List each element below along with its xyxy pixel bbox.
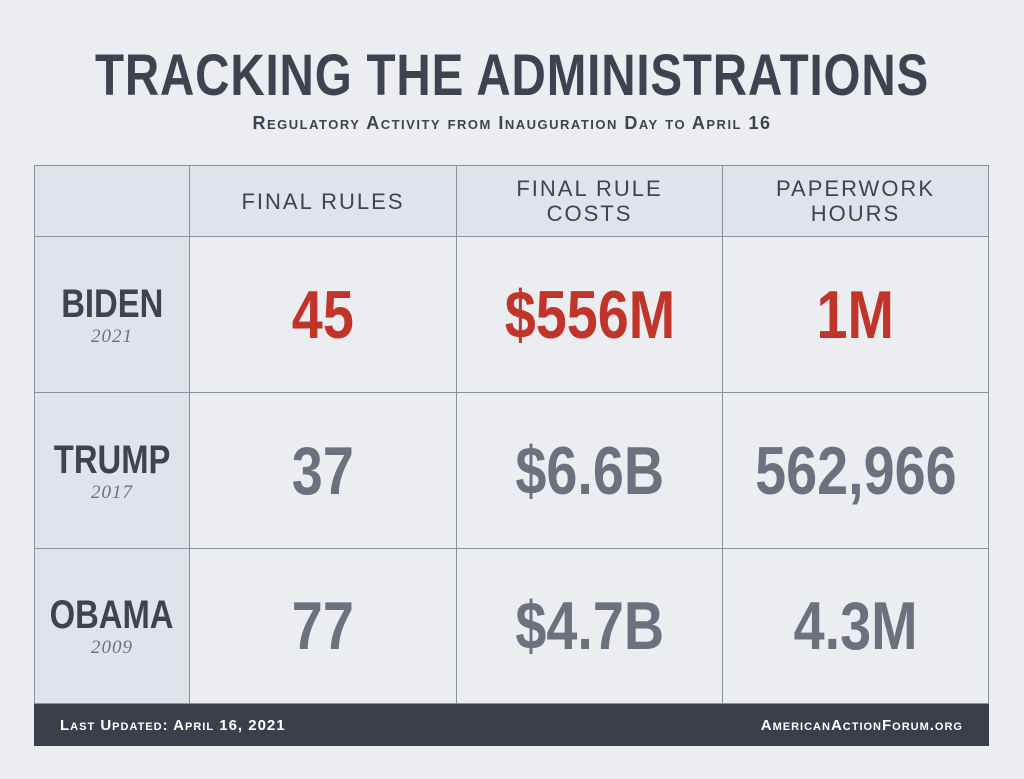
table-cell: $6.6B <box>457 393 723 549</box>
value-final-rule-costs: $6.6B <box>515 432 664 509</box>
value-final-rules: 77 <box>291 588 355 664</box>
corner-cell <box>35 166 190 237</box>
table-cell: 562,966 <box>723 393 988 549</box>
row-header-biden: BIDEN 2021 <box>35 237 190 393</box>
table-cell: 1M <box>723 237 988 393</box>
value-final-rules: 45 <box>291 276 355 353</box>
table-cell: 4.3M <box>723 549 988 703</box>
administration-name: BIDEN <box>60 281 164 326</box>
table-cell: 37 <box>190 393 457 549</box>
value-final-rule-costs: $4.7B <box>515 588 664 664</box>
comparison-table: FINAL RULES FINAL RULE COSTS PAPERWORK H… <box>34 165 989 704</box>
value-paperwork-hours: 562,966 <box>754 432 957 509</box>
last-updated-text: Last Updated: April 16, 2021 <box>60 716 286 734</box>
column-header-final-rules: FINAL RULES <box>190 166 457 237</box>
column-header-label: FINAL RULES <box>241 188 405 214</box>
administration-name: TRUMP <box>53 437 171 482</box>
table-cell: 77 <box>190 549 457 703</box>
row-header-obama: OBAMA 2009 <box>35 549 190 703</box>
page-title: TRACKING THE ADMINISTRATIONS <box>94 43 930 108</box>
footer-bar: Last Updated: April 16, 2021 AmericanAct… <box>34 704 989 746</box>
administration-name: OBAMA <box>50 593 174 637</box>
row-header-trump: TRUMP 2017 <box>35 393 190 549</box>
administration-year: 2009 <box>91 637 133 658</box>
value-paperwork-hours: 1M <box>816 276 895 353</box>
administration-year: 2021 <box>91 325 133 347</box>
page-subtitle: Regulatory Activity from Inauguration Da… <box>252 113 772 133</box>
column-header-final-rule-costs: FINAL RULE COSTS <box>457 166 723 237</box>
column-header-label: PAPERWORK HOURS <box>776 176 935 226</box>
column-header-label: FINAL RULE COSTS <box>516 176 663 226</box>
table-cell: $556M <box>457 237 723 393</box>
column-header-paperwork-hours: PAPERWORK HOURS <box>723 166 988 237</box>
table-cell: $4.7B <box>457 549 723 703</box>
administration-year: 2017 <box>91 481 133 503</box>
table-cell: 45 <box>190 237 457 393</box>
source-link[interactable]: AmericanActionForum.org <box>760 716 963 734</box>
value-paperwork-hours: 4.3M <box>793 588 918 664</box>
value-final-rule-costs: $556M <box>504 276 675 353</box>
value-final-rules: 37 <box>291 432 355 509</box>
